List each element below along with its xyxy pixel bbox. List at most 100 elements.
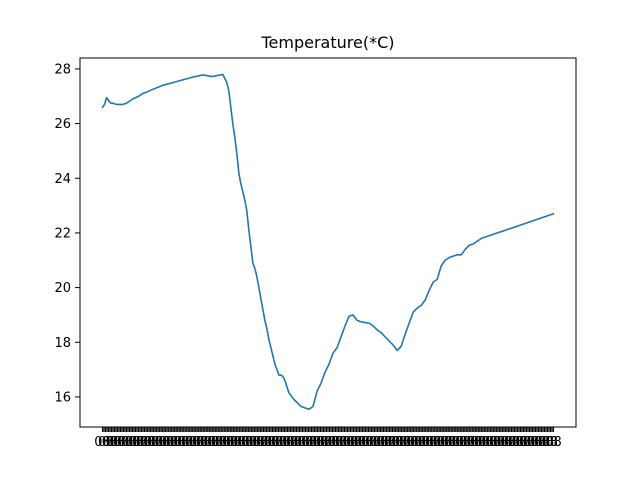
x-tick-label: 08 xyxy=(147,435,164,450)
x-tick-label: 08 xyxy=(511,435,528,450)
x-tick-label: 08 xyxy=(222,435,239,450)
x-tick-label: 08 xyxy=(271,435,288,450)
y-tick-label: 20 xyxy=(54,281,71,296)
x-tick-label: 08 xyxy=(275,435,292,450)
x-tick-label: 08 xyxy=(508,435,525,450)
x-tick-label: 08 xyxy=(395,435,412,450)
x-tick-label: 08 xyxy=(342,435,359,450)
x-tick-label: 08 xyxy=(417,435,434,450)
x-tick-label: 08 xyxy=(526,435,543,450)
x-tick-label: 08 xyxy=(436,435,453,450)
x-tick-label: 08 xyxy=(455,435,472,450)
x-tick-label: 08 xyxy=(139,435,156,450)
x-tick-label: 08 xyxy=(515,435,532,450)
x-tick-label: 08 xyxy=(98,435,115,450)
x-tick-label: 08 xyxy=(327,435,344,450)
x-tick-label: 08 xyxy=(425,435,442,450)
x-tick-label: 08 xyxy=(320,435,337,450)
x-tick-label: 08 xyxy=(474,435,491,450)
x-tick-label: 08 xyxy=(117,435,134,450)
x-tick-label: 08 xyxy=(113,435,130,450)
x-tick-label: 08 xyxy=(339,435,356,450)
x-tick-label: 08 xyxy=(151,435,168,450)
x-tick-label: 08 xyxy=(354,435,371,450)
x-tick-label: 08 xyxy=(372,435,389,450)
x-tick-label: 08 xyxy=(233,435,250,450)
x-tick-label: 08 xyxy=(102,435,119,450)
x-tick-label: 08 xyxy=(361,435,378,450)
x-tick-label: 08 xyxy=(188,435,205,450)
x-tick-label: 08 xyxy=(414,435,431,450)
x-tick-label: 08 xyxy=(387,435,404,450)
x-tick-label: 08 xyxy=(166,435,183,450)
y-tick-label: 26 xyxy=(54,117,71,132)
x-tick-label: 08 xyxy=(143,435,160,450)
x-tick-label: 08 xyxy=(380,435,397,450)
x-tick-label: 08 xyxy=(252,435,269,450)
x-tick-label: 08 xyxy=(106,435,123,450)
x-tick-label: 08 xyxy=(335,435,352,450)
x-tick-label: 08 xyxy=(440,435,457,450)
y-tick-label: 18 xyxy=(54,336,71,351)
x-tick-label: 08 xyxy=(331,435,348,450)
x-tick-label: 08 xyxy=(260,435,277,450)
x-tick-label: 08 xyxy=(128,435,145,450)
y-tick-label: 22 xyxy=(54,226,71,241)
x-tick-label: 08 xyxy=(305,435,322,450)
x-tick-label: 08 xyxy=(301,435,318,450)
x-tick-label: 08 xyxy=(541,435,558,450)
x-tick-label: 08 xyxy=(538,435,555,450)
x-tick-label: 08 xyxy=(94,435,111,450)
y-tick-label: 24 xyxy=(54,172,71,187)
x-tick-label: 08 xyxy=(181,435,198,450)
x-tick-label: 08 xyxy=(184,435,201,450)
x-tick-label: 08 xyxy=(323,435,340,450)
x-tick-label: 08 xyxy=(410,435,427,450)
x-tick-label: 08 xyxy=(432,435,449,450)
x-tick-label: 08 xyxy=(211,435,228,450)
x-tick-label: 08 xyxy=(485,435,502,450)
x-tick-label: 08 xyxy=(290,435,307,450)
x-tick-label: 08 xyxy=(207,435,224,450)
x-tick-label: 08 xyxy=(173,435,190,450)
x-tick-label: 08 xyxy=(132,435,149,450)
x-tick-label: 08 xyxy=(158,435,175,450)
x-tick-label: 08 xyxy=(308,435,325,450)
x-tick-label: 08 xyxy=(444,435,461,450)
x-tick-label: 08 xyxy=(203,435,220,450)
x-tick-label: 08 xyxy=(421,435,438,450)
x-tick-label: 08 xyxy=(245,435,262,450)
x-tick-label: 08 xyxy=(402,435,419,450)
x-tick-label: 08 xyxy=(399,435,416,450)
x-tick-label: 08 xyxy=(447,435,464,450)
x-tick-label: 08 xyxy=(391,435,408,450)
x-tick-label: 08 xyxy=(459,435,476,450)
x-tick-label: 08 xyxy=(297,435,314,450)
x-tick-label: 08 xyxy=(350,435,367,450)
x-axis-ticks xyxy=(101,427,555,432)
plot-area: 0808080808080808080808080808080808080808… xyxy=(54,57,577,450)
x-tick-label: 08 xyxy=(215,435,232,450)
y-tick-label: 16 xyxy=(54,390,71,405)
x-tick-label: 08 xyxy=(286,435,303,450)
x-tick-label: 08 xyxy=(429,435,446,450)
x-tick-label: 08 xyxy=(109,435,126,450)
x-tick-label: 08 xyxy=(346,435,363,450)
x-tick-label: 08 xyxy=(256,435,273,450)
x-tick-label: 08 xyxy=(534,435,551,450)
x-tick-label: 08 xyxy=(312,435,329,450)
x-tick-label: 08 xyxy=(489,435,506,450)
x-tick-label: 08 xyxy=(316,435,333,450)
x-tick-label: 08 xyxy=(192,435,209,450)
x-tick-label: 08 xyxy=(384,435,401,450)
chart-title: Temperature(*C) xyxy=(260,33,394,52)
temperature-line xyxy=(101,73,555,411)
x-tick-label: 08 xyxy=(406,435,423,450)
x-tick-label: 08 xyxy=(496,435,513,450)
x-tick-label: 08 xyxy=(241,435,258,450)
x-tick-label: 08 xyxy=(154,435,171,450)
x-tick-label: 08 xyxy=(218,435,235,450)
x-tick-label: 08 xyxy=(493,435,510,450)
x-tick-label: 08 xyxy=(162,435,179,450)
y-tick-label: 28 xyxy=(54,62,71,77)
